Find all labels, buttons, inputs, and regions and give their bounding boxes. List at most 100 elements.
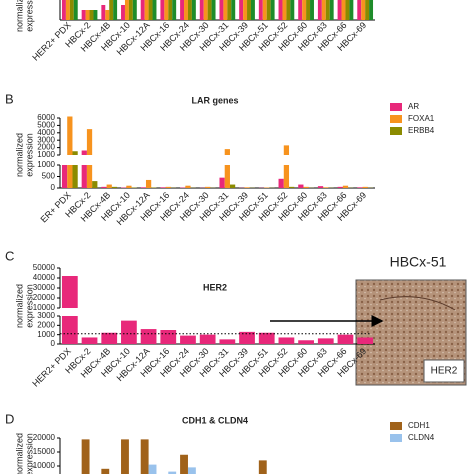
y-tick-label: 30000 [33, 283, 56, 292]
bar [262, 0, 267, 20]
bar [303, 186, 309, 188]
bar [362, 186, 368, 188]
bar [86, 129, 93, 188]
bar [140, 187, 146, 188]
bar [298, 184, 304, 188]
bar [160, 0, 165, 20]
bar [65, 0, 70, 20]
bar [229, 184, 236, 188]
bar [211, 0, 216, 20]
y-tick-label: 0 [51, 339, 56, 348]
legend-label: AR [408, 102, 419, 111]
bar [61, 165, 68, 188]
bar [152, 0, 157, 20]
bar [283, 145, 290, 188]
bar [81, 10, 86, 20]
bar [337, 0, 342, 20]
panel-letter: C [5, 248, 14, 263]
y-tick-label: 0 [51, 183, 56, 192]
y-tick-label: 3000 [37, 135, 55, 144]
bar [357, 0, 362, 20]
bar [168, 0, 173, 20]
bar [160, 187, 166, 188]
bar [106, 184, 112, 188]
bar [224, 149, 230, 188]
panel-title: LAR genes [191, 95, 238, 105]
bar [180, 0, 185, 20]
bar [184, 0, 188, 20]
bar [121, 5, 125, 20]
bar [207, 0, 212, 20]
bar [165, 186, 171, 188]
bar [180, 454, 188, 474]
bar [101, 332, 118, 344]
y-tick-label: 10000 [33, 303, 56, 312]
legend-swatch [390, 127, 402, 135]
bar [337, 334, 354, 344]
bar [140, 439, 149, 474]
y-axis-label: expression [24, 0, 34, 32]
bar [81, 337, 98, 344]
bar [323, 187, 329, 188]
image-title: HBCx-51 [390, 254, 447, 270]
y-tick-label: 4000 [37, 128, 55, 137]
bar [317, 186, 324, 188]
panel-letter: B [5, 91, 14, 106]
legend-label: ERBB4 [408, 126, 435, 135]
bar [145, 179, 152, 188]
bar [101, 5, 106, 20]
y-axis-label: normalized [14, 0, 24, 32]
bar [69, 0, 74, 20]
bar [140, 329, 157, 344]
bar [369, 0, 374, 20]
bar [121, 320, 137, 344]
bar [61, 0, 66, 20]
legend-label: CDH1 [408, 421, 430, 430]
y-tick-label: 2000 [37, 320, 55, 329]
bar [250, 0, 255, 20]
legend-label: CLDN4 [408, 433, 435, 442]
y-axis-label: normalized [14, 433, 24, 474]
bar [239, 0, 244, 20]
bar [365, 0, 370, 20]
bar [199, 334, 216, 344]
bar [270, 0, 275, 20]
y-axis-label: normalized [14, 133, 24, 177]
bar [357, 337, 374, 344]
y-tick-label: 5000 [37, 121, 55, 130]
bar [278, 178, 284, 188]
bar [243, 0, 248, 20]
bar [187, 467, 196, 474]
bar [227, 0, 232, 20]
y-tick-label: 20000 [33, 293, 56, 302]
bar [121, 439, 129, 474]
y-axis-label: normalized [14, 284, 24, 328]
y-tick-label: 20000 [33, 433, 56, 442]
bar [203, 0, 208, 20]
y-tick-label: 1000 [37, 150, 55, 159]
bar [342, 185, 349, 188]
bar [164, 0, 169, 20]
y-tick-label: 3000 [37, 311, 55, 320]
bar [278, 337, 295, 344]
bar [310, 0, 314, 20]
bar [219, 177, 225, 188]
bar [278, 0, 283, 20]
bar [349, 0, 354, 20]
bar [298, 340, 314, 344]
bar [140, 0, 145, 20]
bar [73, 0, 78, 20]
bar [298, 0, 303, 20]
bar [148, 464, 157, 474]
bar [61, 276, 78, 344]
panel-title: CDH1 & CLDN4 [182, 415, 248, 425]
bar [172, 0, 177, 20]
bar [306, 0, 311, 20]
y-tick-label: 6000 [37, 113, 55, 122]
bar [325, 0, 330, 20]
bar [92, 181, 98, 188]
bar [168, 471, 177, 474]
image-label-box [423, 359, 465, 383]
y-tick-label: 1000 [37, 160, 55, 169]
y-axis-label: expression [24, 133, 34, 177]
